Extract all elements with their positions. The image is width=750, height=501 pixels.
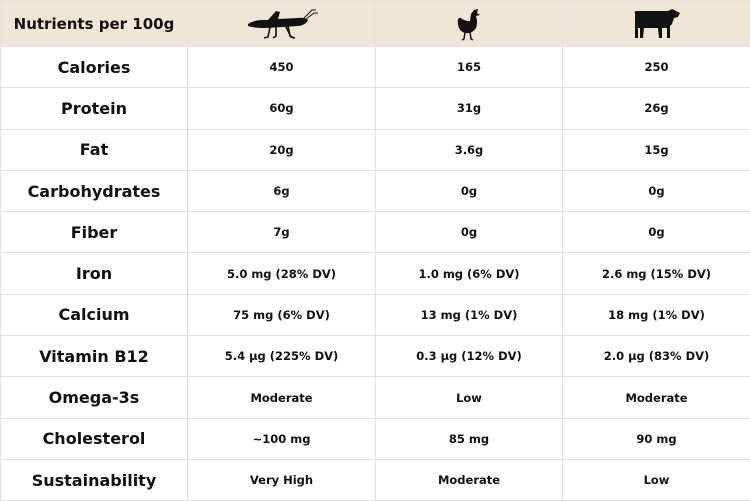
row-label: Fat [1,129,188,170]
row-label: Vitamin B12 [1,336,188,377]
cell-chicken: 31g [376,88,563,129]
cell-chicken: 1.0 mg (6% DV) [376,253,563,294]
cell-beef: Moderate [563,377,750,418]
cell-insect: Moderate [188,377,376,418]
cell-beef: 2.6 mg (15% DV) [563,253,750,294]
row-label: Iron [1,253,188,294]
cell-insect: ~100 mg [188,418,376,459]
cell-insect: Very High [188,459,376,500]
cell-beef: 2.0 µg (83% DV) [563,336,750,377]
cell-beef: 90 mg [563,418,750,459]
header-chicken [376,1,563,47]
cell-chicken: 13 mg (1% DV) [376,294,563,335]
cell-chicken: Moderate [376,459,563,500]
cow-icon [632,8,682,40]
row-label: Protein [1,88,188,129]
cell-insect: 5.0 mg (28% DV) [188,253,376,294]
cell-beef: 250 [563,47,750,88]
header-title: Nutrients per 100g [1,1,188,47]
cell-chicken: 0g [376,170,563,211]
row-label: Calcium [1,294,188,335]
cell-beef: 0g [563,170,750,211]
header-cow [563,1,750,47]
cell-beef: 15g [563,129,750,170]
header-insect [188,1,376,47]
cell-chicken: Low [376,377,563,418]
row-label: Sustainability [1,459,188,500]
cell-beef: Low [563,459,750,500]
row-label: Omega-3s [1,377,188,418]
cell-insect: 75 mg (6% DV) [188,294,376,335]
chicken-icon [456,7,482,41]
cell-insect: 20g [188,129,376,170]
cell-chicken: 3.6g [376,129,563,170]
cell-insect: 5.4 µg (225% DV) [188,336,376,377]
cell-beef: 0g [563,212,750,253]
cell-chicken: 165 [376,47,563,88]
row-label: Carbohydrates [1,170,188,211]
cell-beef: 18 mg (1% DV) [563,294,750,335]
cell-chicken: 0g [376,212,563,253]
cell-chicken: 85 mg [376,418,563,459]
header-row: Nutrients per 100g [1,1,750,47]
cell-insect: 60g [188,88,376,129]
cell-beef: 26g [563,88,750,129]
cell-insect: 7g [188,212,376,253]
row-label: Cholesterol [1,418,188,459]
cell-chicken: 0.3 µg (12% DV) [376,336,563,377]
row-label: Fiber [1,212,188,253]
grasshopper-icon [246,7,318,41]
cell-insect: 6g [188,170,376,211]
row-label: Calories [1,47,188,88]
cell-insect: 450 [188,47,376,88]
